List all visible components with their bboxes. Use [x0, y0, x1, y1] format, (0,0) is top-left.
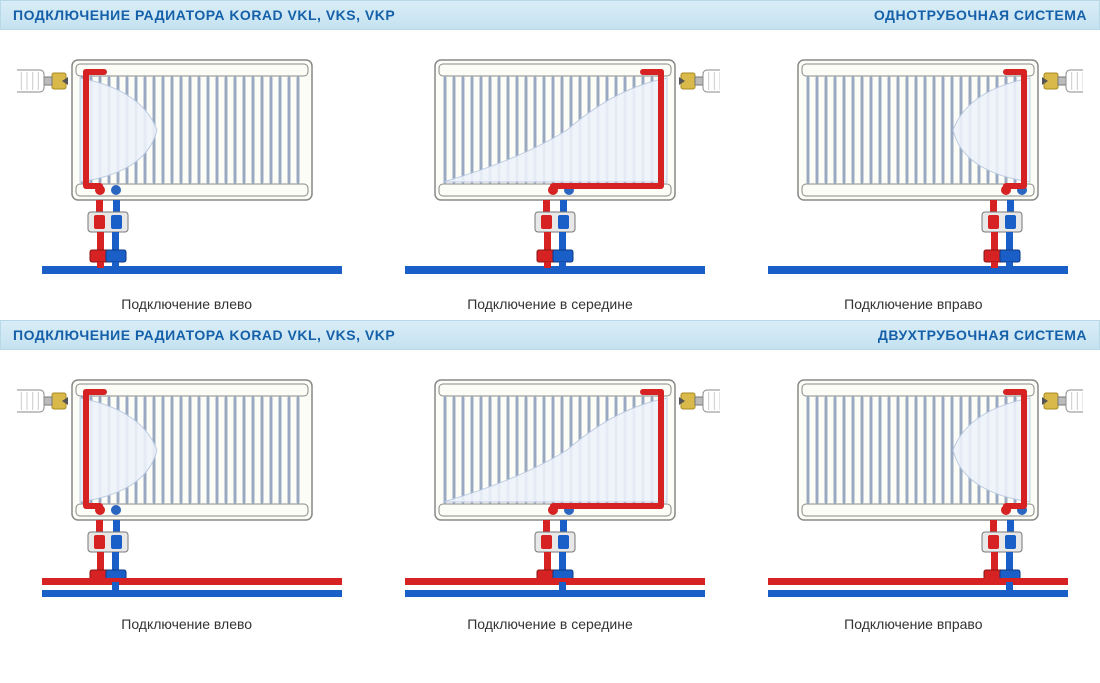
- diagram-box: [743, 40, 1083, 290]
- diagram-row: Подключение влево Подключение в середине П…: [0, 30, 1100, 320]
- radiator-diagram: [380, 360, 720, 610]
- diagram-cell: Подключение вправо: [737, 360, 1090, 632]
- diagram-cell: Подключение влево: [10, 360, 363, 632]
- section-header: ПОДКЛЮЧЕНИЕ РАДИАТОРА KORAD VKL, VKS, VK…: [0, 320, 1100, 350]
- section-title-left: ПОДКЛЮЧЕНИЕ РАДИАТОРА KORAD VKL, VKS, VK…: [13, 7, 395, 23]
- diagram-caption: Подключение в середине: [467, 616, 633, 632]
- diagram-cell: Подключение в середине: [373, 360, 726, 632]
- diagram-caption: Подключение вправо: [844, 296, 982, 312]
- diagram-caption: Подключение вправо: [844, 616, 982, 632]
- radiator-diagram: [380, 40, 720, 290]
- diagram-cell: Подключение в середине: [373, 40, 726, 312]
- section-title-left: ПОДКЛЮЧЕНИЕ РАДИАТОРА KORAD VKL, VKS, VK…: [13, 327, 395, 343]
- radiator-diagram: [17, 360, 357, 610]
- diagram-box: [17, 40, 357, 290]
- diagram-row: Подключение влево Подключение в середине П…: [0, 350, 1100, 640]
- diagram-caption: Подключение влево: [121, 616, 252, 632]
- section-title-right: ОДНОТРУБОЧНАЯ СИСТЕМА: [874, 7, 1087, 23]
- section-title-right: ДВУХТРУБОЧНАЯ СИСТЕМА: [878, 327, 1087, 343]
- radiator-diagram: [743, 360, 1083, 610]
- diagram-box: [380, 40, 720, 290]
- diagram-box: [380, 360, 720, 610]
- diagram-box: [17, 360, 357, 610]
- radiator-diagram: [743, 40, 1083, 290]
- diagram-caption: Подключение в середине: [467, 296, 633, 312]
- radiator-diagram: [17, 40, 357, 290]
- diagram-cell: Подключение вправо: [737, 40, 1090, 312]
- section-header: ПОДКЛЮЧЕНИЕ РАДИАТОРА KORAD VKL, VKS, VK…: [0, 0, 1100, 30]
- diagram-caption: Подключение влево: [121, 296, 252, 312]
- diagram-cell: Подключение влево: [10, 40, 363, 312]
- diagram-box: [743, 360, 1083, 610]
